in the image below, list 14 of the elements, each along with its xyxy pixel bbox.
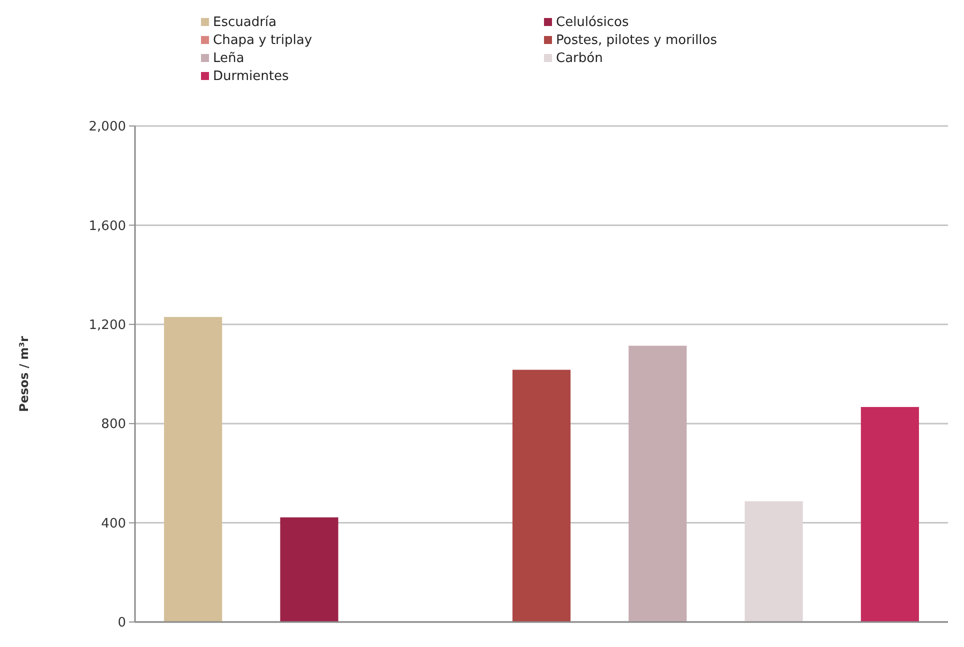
y-tick-label: 800: [101, 417, 126, 432]
legend-label: Postes, pilotes y morillos: [556, 33, 718, 48]
legend-label: Carbón: [556, 51, 603, 66]
legend-label: Chapa y triplay: [213, 33, 312, 48]
legend-label: Escuadría: [213, 15, 277, 30]
y-tick-label: 400: [101, 516, 126, 532]
legend-label: Celulósicos: [556, 15, 629, 30]
y-tick-label: 1,200: [88, 318, 126, 333]
y-tick-label: 1,600: [88, 218, 126, 234]
legend-label: Durmientes: [213, 69, 289, 84]
y-tick-label: 0: [118, 616, 126, 631]
legend-label: Leña: [213, 51, 244, 66]
y-tick-label: 2,000: [88, 120, 126, 135]
y-axis-title: Pesos / m³r: [17, 336, 31, 412]
